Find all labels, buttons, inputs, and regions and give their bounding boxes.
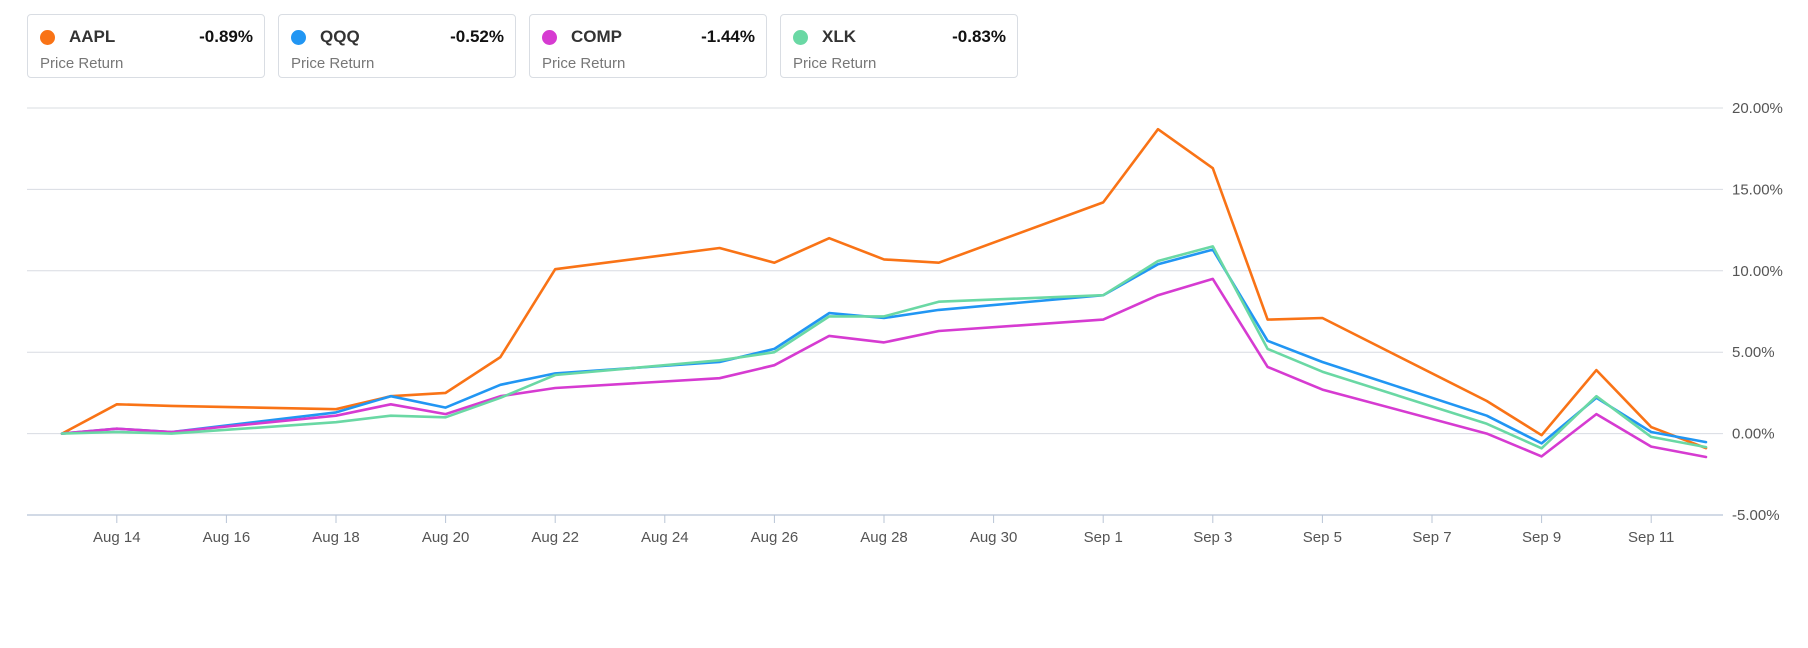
- y-tick-label: 15.00%: [1732, 181, 1783, 198]
- x-tick-label: Aug 26: [751, 529, 799, 546]
- legend-subtitle: Price Return: [542, 55, 626, 72]
- x-tick-label: Aug 24: [641, 529, 689, 546]
- legend-card-qqq[interactable]: QQQ -0.52% Price Return: [278, 14, 516, 78]
- series-lines: [60, 127, 1708, 459]
- y-tick-label: 0.00%: [1732, 426, 1775, 443]
- legend-symbol: QQQ: [320, 27, 360, 46]
- y-axis: 20.00% 15.00% 10.00% 5.00% 0.00% -5.00%: [1732, 100, 1783, 524]
- x-tick-label: Aug 14: [93, 529, 141, 546]
- y-tick-label: 5.00%: [1732, 344, 1775, 361]
- series-line-aapl[interactable]: [60, 127, 1708, 450]
- legend-subtitle: Price Return: [291, 55, 375, 72]
- x-tick-label: Aug 22: [531, 529, 579, 546]
- x-tick-label: Aug 30: [970, 529, 1018, 546]
- x-tick-label: Aug 16: [203, 529, 251, 546]
- x-tick-label: Sep 11: [1628, 529, 1674, 546]
- xlk-color-dot: [793, 30, 808, 45]
- legend-symbol: AAPL: [69, 27, 116, 46]
- grid-lines: [27, 107, 1723, 516]
- legend-value: -1.44%: [701, 27, 755, 46]
- x-tick-label: Sep 5: [1303, 529, 1342, 546]
- legend-value: -0.83%: [952, 27, 1006, 46]
- x-tick-label: Aug 20: [422, 529, 470, 546]
- legend-card-xlk[interactable]: XLK -0.83% Price Return: [780, 14, 1018, 78]
- legend-card-comp[interactable]: COMP -1.44% Price Return: [529, 14, 767, 78]
- legend-card-aapl[interactable]: AAPL -0.89% Price Return: [27, 14, 265, 78]
- legend: AAPL -0.89% Price Return QQQ -0.52% Pric…: [27, 14, 1018, 78]
- y-tick-label: -5.00%: [1732, 507, 1780, 524]
- y-tick-label: 10.00%: [1732, 263, 1783, 280]
- comp-color-dot: [542, 30, 557, 45]
- x-tick-label: Aug 28: [860, 529, 908, 546]
- legend-symbol: COMP: [571, 27, 622, 46]
- x-tick-label: Sep 7: [1412, 529, 1451, 546]
- series-line-comp[interactable]: [60, 277, 1708, 459]
- x-axis: Aug 14 Aug 16 Aug 18 Aug 20 Aug 22 Aug 24 Aug …: [93, 515, 1674, 546]
- legend-subtitle: Price Return: [40, 55, 124, 72]
- legend-value: -0.52%: [450, 27, 504, 46]
- legend-subtitle: Price Return: [793, 55, 877, 72]
- x-tick-label: Sep 9: [1522, 529, 1561, 546]
- series-line-xlk[interactable]: [60, 245, 1708, 450]
- x-tick-label: Sep 3: [1193, 529, 1232, 546]
- legend-value: -0.89%: [199, 27, 253, 46]
- x-tick-label: Aug 18: [312, 529, 360, 546]
- x-tick-label: Sep 1: [1084, 529, 1123, 546]
- qqq-color-dot: [291, 30, 306, 45]
- series-line-qqq[interactable]: [60, 248, 1708, 445]
- legend-symbol: XLK: [822, 27, 856, 46]
- y-tick-label: 20.00%: [1732, 100, 1783, 117]
- aapl-color-dot: [40, 30, 55, 45]
